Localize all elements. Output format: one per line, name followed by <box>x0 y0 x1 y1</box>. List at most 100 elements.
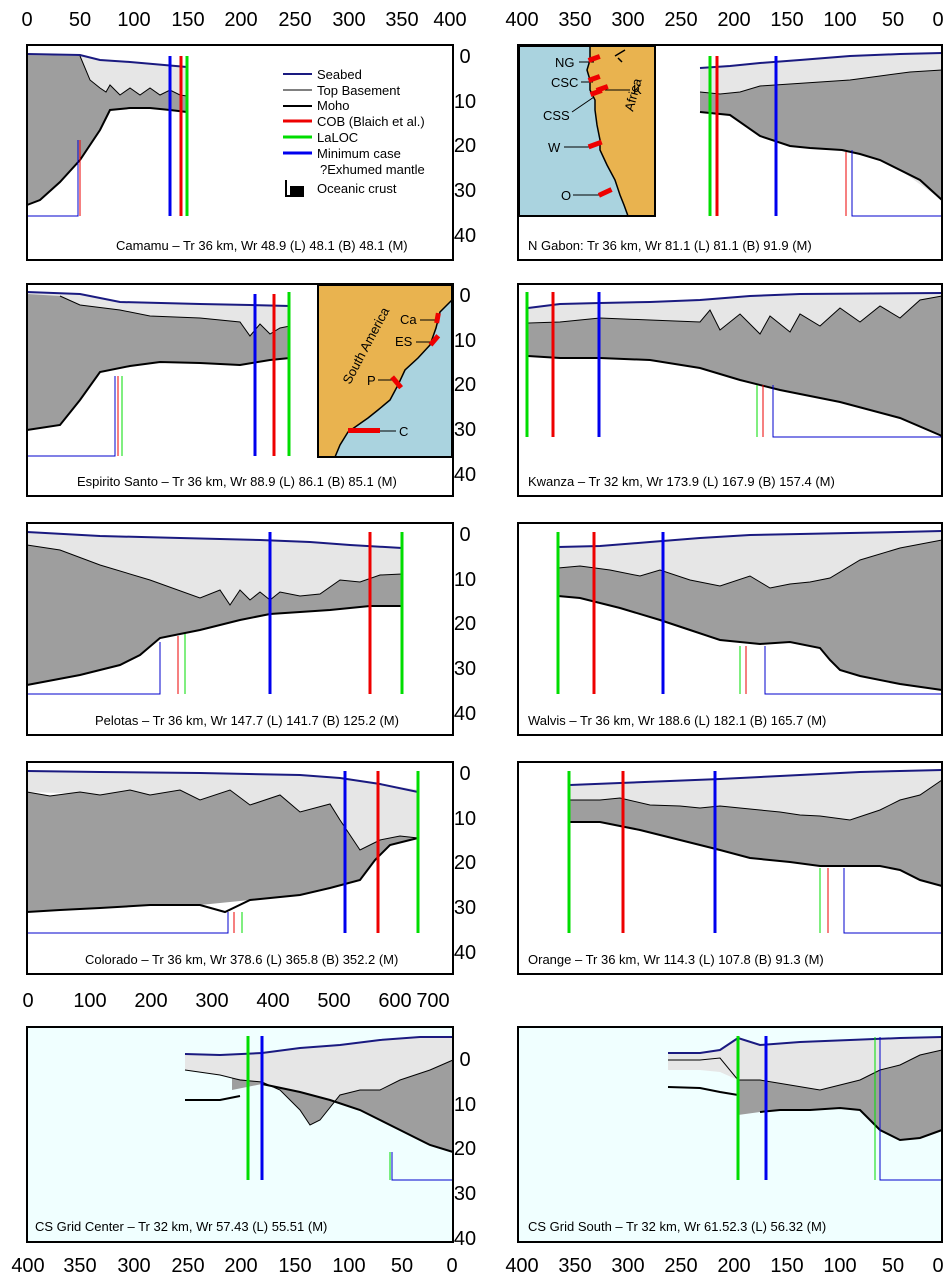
panel-espirito: South America Ca ES P C Espirito Santo –… <box>26 283 454 497</box>
caption: Camamu – Tr 36 km, Wr 48.9 (L) 48.1 (B) … <box>116 238 408 253</box>
colorado-tick: 500 <box>317 990 350 1012</box>
depth-tick: 30 <box>454 180 476 202</box>
top-tick: 250 <box>664 9 697 31</box>
bottom-tick: 250 <box>664 1255 697 1276</box>
colorado-tick: 200 <box>134 990 167 1012</box>
bottom-tick: 300 <box>117 1255 150 1276</box>
moho-line <box>699 111 943 201</box>
depth-tick: 40 <box>454 703 476 725</box>
legend-laloc: LaLOC <box>317 130 358 145</box>
top-tick: 100 <box>823 9 856 31</box>
crust-fill <box>27 55 187 205</box>
depth-tick: 10 <box>454 808 476 830</box>
top-tick: 0 <box>932 9 943 31</box>
top-basement-line <box>699 69 943 95</box>
top-basement-line <box>26 544 403 606</box>
seabed-line <box>569 769 943 786</box>
panel-pelotas: Pelotas – Tr 36 km, Wr 147.7 (L) 141.7 (… <box>26 522 454 736</box>
caption: Colorado – Tr 36 km, Wr 378.6 (L) 365.8 … <box>85 952 398 967</box>
depth-tick: 20 <box>454 374 476 396</box>
bottom-tick: 350 <box>63 1255 96 1276</box>
bottom-tick: 250 <box>171 1255 204 1276</box>
seabed-line <box>699 52 943 69</box>
legend-oceanic: Oceanic crust <box>317 181 397 196</box>
top-basement-line <box>184 1059 454 1126</box>
colorado-tick: 700 <box>416 990 449 1012</box>
panel-colorado: Colorado – Tr 36 km, Wr 378.6 (L) 365.8 … <box>26 761 454 975</box>
crust-fill <box>738 1050 942 1140</box>
legend-cob: COB (Blaich et al.) <box>317 114 425 129</box>
depth-tick: 0 <box>459 46 470 68</box>
bottom-tick: 100 <box>332 1255 365 1276</box>
top-basement-line <box>557 539 943 589</box>
sediment-fill <box>185 1037 453 1125</box>
depth-tick: 40 <box>454 942 476 964</box>
bottom-tick: 400 <box>505 1255 538 1276</box>
panel-walvis: Walvis – Tr 36 km, Wr 188.6 (L) 182.1 (B… <box>517 522 943 736</box>
panel-camamu: Seabed Top Basement Moho COB (Blaich et … <box>26 44 454 261</box>
top-tick: 300 <box>332 9 365 31</box>
map-label-c: C <box>399 424 408 439</box>
depth-tick: 0 <box>459 524 470 546</box>
caption: Pelotas – Tr 36 km, Wr 147.7 (L) 141.7 (… <box>95 713 399 728</box>
legend-moho: Moho <box>317 98 350 113</box>
crust-fill <box>570 780 942 886</box>
depth-tick: 30 <box>454 897 476 919</box>
colorado-tick: 400 <box>256 990 289 1012</box>
top-basement-line <box>668 1049 943 1091</box>
moho-line <box>570 821 943 887</box>
bottom-tick: 50 <box>391 1255 413 1276</box>
top-tick: 250 <box>278 9 311 31</box>
moho-line <box>26 837 419 914</box>
legend-seabed: Seabed <box>317 67 362 82</box>
seabed-line <box>668 1036 943 1054</box>
top-tick: 100 <box>117 9 150 31</box>
caption: Orange – Tr 36 km, Wr 114.3 (L) 107.8 (B… <box>528 952 824 967</box>
depth-tick: 30 <box>454 1183 476 1205</box>
top-tick: 200 <box>717 9 750 31</box>
map-label-css: CSS <box>543 108 570 123</box>
moho-line <box>667 1086 943 1142</box>
depth-tick: 20 <box>454 1138 476 1160</box>
bottom-tick: 300 <box>611 1255 644 1276</box>
moho-line <box>26 107 188 206</box>
depth-tick: 30 <box>454 419 476 441</box>
top-tick: 300 <box>611 9 644 31</box>
top-tick: 350 <box>385 9 418 31</box>
depth-tick: 40 <box>454 225 476 247</box>
caption: Espirito Santo – Tr 36 km, Wr 88.9 (L) 8… <box>77 474 397 489</box>
sediment-fill <box>558 531 942 588</box>
seabed-line <box>26 531 403 549</box>
crust-fill <box>27 790 418 912</box>
seabed-line <box>26 53 188 68</box>
top-tick: 200 <box>224 9 257 31</box>
colorado-tick: 100 <box>73 990 106 1012</box>
panel-cs-south: CS Grid South – Tr 32 km, Wr 61.52.3 (L)… <box>517 1026 943 1243</box>
bottom-tick: 200 <box>717 1255 750 1276</box>
top-basement-line <box>570 779 943 821</box>
seabed-line <box>527 292 943 309</box>
bottom-tick: 400 <box>11 1255 44 1276</box>
map-label-ng: NG <box>555 55 575 70</box>
caption: N Gabon: Tr 36 km, Wr 81.1 (L) 81.1 (B) … <box>528 238 812 253</box>
south-america-map: South America Ca ES P C <box>317 284 453 458</box>
seabed-line <box>26 291 291 307</box>
colorado-tick: 0 <box>22 990 33 1012</box>
map-label-k: K <box>633 82 642 97</box>
map-label-o: O <box>561 188 571 203</box>
depth-tick: 20 <box>454 852 476 874</box>
bottom-tick: 200 <box>224 1255 257 1276</box>
moho-line <box>26 605 402 686</box>
top-tick: 150 <box>770 9 803 31</box>
depth-tick: 10 <box>454 569 476 591</box>
moho-line <box>557 595 943 691</box>
map-label-ca: Ca <box>400 312 417 327</box>
depth-tick: 10 <box>454 330 476 352</box>
panel-ngabon: Africa NG CSC CSS K W O <box>517 44 943 261</box>
map-label-csc: CSC <box>551 75 578 90</box>
crust-fill <box>232 1060 453 1152</box>
top-tick: 400 <box>505 9 538 31</box>
top-tick: 0 <box>21 9 32 31</box>
africa-map: Africa NG CSC CSS K W O <box>518 45 656 217</box>
seabed-line <box>26 770 419 793</box>
